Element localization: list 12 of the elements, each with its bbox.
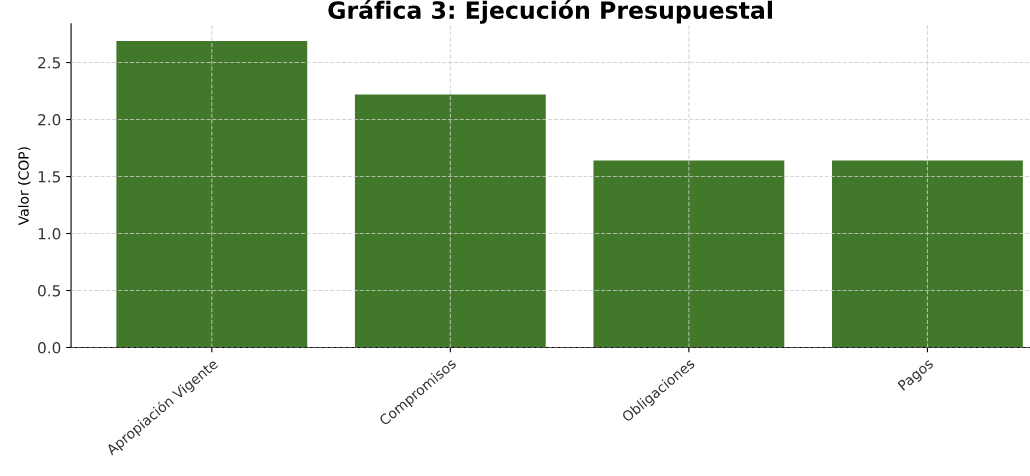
y-tick-label: 1.0	[38, 227, 61, 240]
y-tick-label: 1.5	[38, 171, 61, 183]
bar	[354, 94, 546, 348]
y-tick-label: 2.0	[38, 114, 61, 126]
bar	[593, 160, 785, 348]
chart-title: Gráfica 3: Ejecución Presupuestal	[328, 0, 772, 24]
y-tick-label: 0.0	[38, 341, 61, 354]
y-tick-label: 2.5	[38, 57, 61, 69]
y-axis-title: Valor (COP)	[18, 147, 31, 226]
y-tick-label: 0.5	[38, 284, 61, 297]
bar	[832, 160, 1023, 348]
bar	[116, 40, 308, 348]
